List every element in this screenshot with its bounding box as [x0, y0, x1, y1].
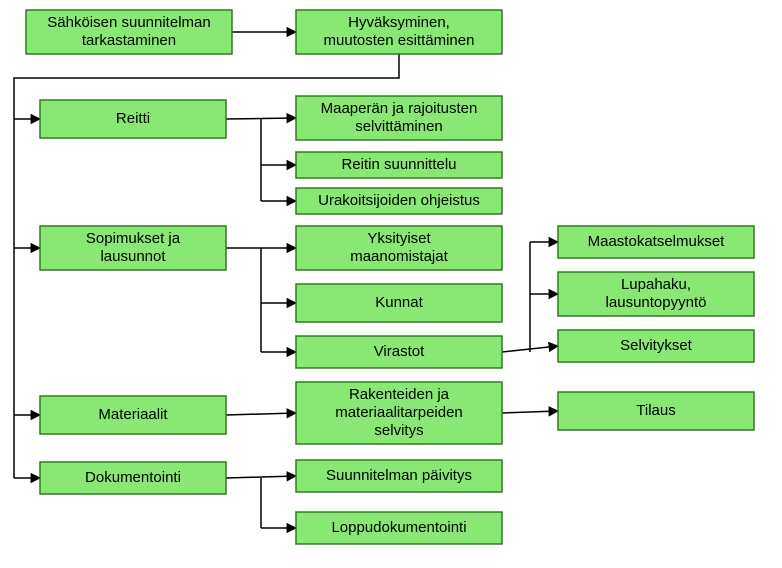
flow-edge — [226, 413, 296, 415]
flow-node-n11: Maastokatselmukset — [558, 226, 754, 258]
flow-node-label: Materiaalit — [98, 406, 168, 423]
flow-node-n17: Dokumentointi — [40, 462, 226, 494]
flow-node-n6: Urakoitsijoiden ohjeistus — [296, 188, 502, 214]
flow-edge — [226, 476, 296, 478]
flow-node-label: Yksityiset — [367, 230, 431, 247]
flow-node-n9: Kunnat — [296, 284, 502, 322]
flow-node-label: Sopimukset ja — [86, 230, 181, 247]
flow-node-n5: Reitin suunnittelu — [296, 152, 502, 178]
flow-node-label: Reitti — [116, 110, 150, 127]
flow-node-label: Hyväksyminen, — [348, 14, 450, 31]
flow-node-n2: Hyväksyminen,muutosten esittäminen — [296, 10, 502, 54]
flow-node-n3: Reitti — [40, 100, 226, 138]
flow-node-n1: Sähköisen suunnitelmantarkastaminen — [26, 10, 232, 54]
flow-node-label: Reitin suunnittelu — [341, 156, 456, 173]
flow-node-label: Selvitykset — [620, 337, 693, 354]
flow-node-label: Virastot — [374, 343, 425, 360]
flow-node-label: selvitys — [374, 422, 423, 439]
flow-node-n15: Rakenteiden jamateriaalitarpeidenselvity… — [296, 382, 502, 444]
flow-node-label: Sähköisen suunnitelman — [47, 14, 210, 31]
flow-node-n13: Selvitykset — [558, 330, 754, 362]
flow-node-label: materiaalitarpeiden — [335, 404, 463, 421]
flow-node-label: Dokumentointi — [85, 469, 181, 486]
flow-node-n19: Loppudokumentointi — [296, 512, 502, 544]
flow-node-n16: Tilaus — [558, 392, 754, 430]
flow-node-label: lausuntopyyntö — [606, 294, 707, 311]
flow-node-label: Maastokatselmukset — [588, 233, 726, 250]
flow-node-n14: Materiaalit — [40, 396, 226, 434]
flow-node-label: Tilaus — [636, 402, 675, 419]
flow-node-label: tarkastaminen — [82, 32, 176, 49]
flow-edge — [226, 118, 296, 119]
flow-node-n18: Suunnitelman päivitys — [296, 460, 502, 492]
flow-node-n12: Lupahaku,lausuntopyyntö — [558, 272, 754, 316]
flow-node-n7: Sopimukset jalausunnot — [40, 226, 226, 270]
flow-node-label: Kunnat — [375, 294, 423, 311]
flow-node-label: Suunnitelman päivitys — [326, 467, 472, 484]
flow-node-label: Loppudokumentointi — [331, 519, 466, 536]
flow-node-label: maanomistajat — [350, 248, 448, 265]
flow-edge — [502, 411, 558, 413]
flow-node-label: selvittäminen — [355, 118, 443, 135]
flow-node-n10: Virastot — [296, 336, 502, 368]
flow-node-n4: Maaperän ja rajoitustenselvittäminen — [296, 96, 502, 140]
flow-node-label: Rakenteiden ja — [349, 386, 450, 403]
flow-node-label: Urakoitsijoiden ohjeistus — [318, 192, 480, 209]
flow-node-label: lausunnot — [100, 248, 166, 265]
flow-node-label: Maaperän ja rajoitusten — [321, 100, 478, 117]
flow-node-n8: Yksityisetmaanomistajat — [296, 226, 502, 270]
flow-node-label: muutosten esittäminen — [324, 32, 475, 49]
flow-node-label: Lupahaku, — [621, 276, 691, 293]
